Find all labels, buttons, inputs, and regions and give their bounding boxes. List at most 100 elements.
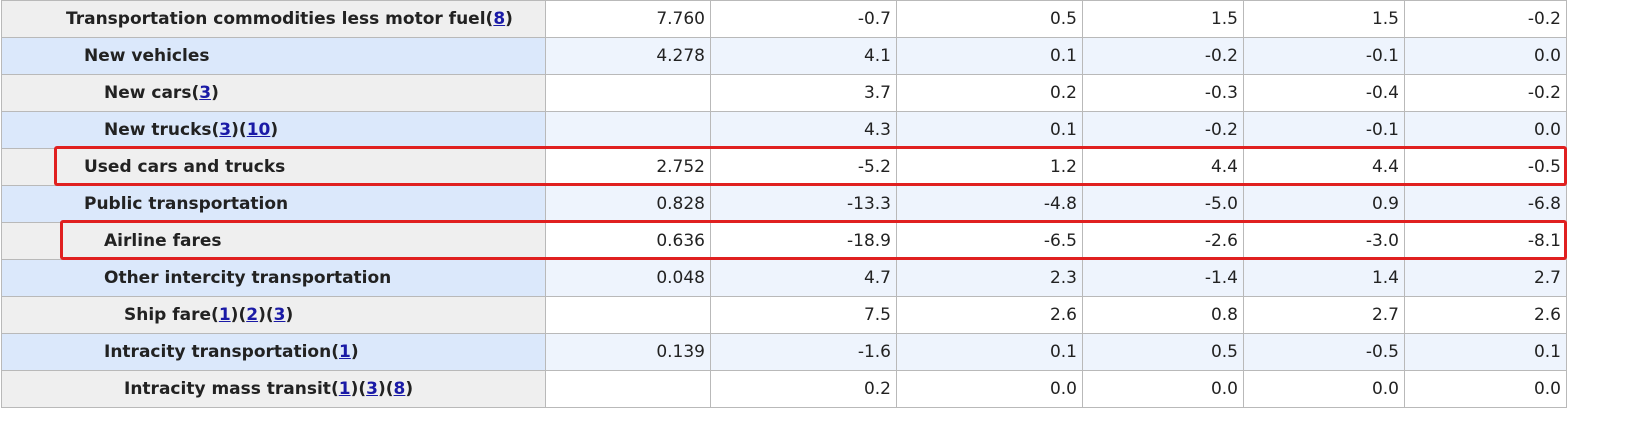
value-cell: 0.5	[896, 0, 1083, 38]
value-cell: -0.1	[1243, 37, 1405, 75]
footnote-link[interactable]: 1	[339, 342, 351, 362]
row-label-cell: Used cars and trucks	[1, 148, 546, 186]
footnote-link[interactable]: 1	[218, 305, 231, 325]
value-cell: -0.2	[1404, 74, 1567, 112]
value-cell: -0.2	[1082, 111, 1244, 149]
value-cell: 1.4	[1243, 259, 1405, 297]
footnote-link[interactable]: 3	[219, 120, 232, 140]
row-label: New cars	[104, 83, 192, 103]
weight-cell: 7.760	[545, 0, 711, 38]
weight-cell: 0.139	[545, 333, 711, 371]
row-label-cell: Airline fares	[1, 222, 546, 260]
footnote: 10	[239, 120, 278, 140]
footnote-link[interactable]: 2	[246, 305, 259, 325]
value-cell: 4.3	[710, 111, 897, 149]
weight-cell	[545, 370, 711, 408]
table-row: Intracity mass transit1380.20.00.00.00.0	[1, 370, 1567, 408]
value-cell: -2.6	[1082, 222, 1244, 260]
value-cell: 0.2	[710, 370, 897, 408]
table-row: Ship fare1237.52.60.82.72.6	[1, 296, 1567, 334]
row-label: Public transportation	[84, 194, 289, 214]
value-cell: 7.5	[710, 296, 897, 334]
table-row: Other intercity transportation 0.048 4.7 2.…	[1, 259, 1567, 297]
footnote-link[interactable]: 10	[246, 120, 271, 140]
footnote-link[interactable]: 3	[273, 305, 286, 325]
footnote: 1	[331, 342, 358, 362]
row-label: Intracity mass transit	[124, 379, 331, 399]
table-row: Used cars and trucks 2.752 -5.2 1.2 4.4 4.4 -0…	[1, 148, 1567, 186]
row-label-cell: Other intercity transportation	[1, 259, 546, 297]
value-cell: 2.3	[896, 259, 1083, 297]
value-cell: -1.4	[1082, 259, 1244, 297]
value-cell: -0.5	[1404, 148, 1567, 186]
value-cell: 0.0	[1404, 37, 1567, 75]
value-cell: -0.4	[1243, 74, 1405, 112]
value-cell: -6.8	[1404, 185, 1567, 223]
row-label: Airline fares	[104, 231, 222, 251]
value-cell: -0.1	[1243, 111, 1405, 149]
value-cell: -18.9	[710, 222, 897, 260]
table-row: Airline fares 0.636 -18.9 -6.5 -2.6 -3.0 -8.1	[1, 222, 1567, 260]
value-cell: 1.5	[1243, 0, 1405, 38]
value-cell: 0.0	[896, 370, 1083, 408]
footnote-link[interactable]: 1	[338, 379, 351, 399]
table-row: Intracity transportation10.139-1.60.10.5…	[1, 333, 1567, 371]
value-cell: -0.7	[710, 0, 897, 38]
value-cell: 1.5	[1082, 0, 1244, 38]
value-cell: 0.0	[1243, 370, 1405, 408]
footnote: 1	[211, 305, 238, 325]
row-label: New trucks	[104, 120, 212, 140]
value-cell: 4.4	[1082, 148, 1244, 186]
value-cell: 4.1	[710, 37, 897, 75]
row-label-cell: New vehicles	[1, 37, 546, 75]
value-cell: -5.2	[710, 148, 897, 186]
value-cell: 0.1	[1404, 333, 1567, 371]
row-label-cell: Intracity transportation 1	[1, 333, 546, 371]
row-label-cell: Public transportation	[1, 185, 546, 223]
value-cell: -8.1	[1404, 222, 1567, 260]
row-label: New vehicles	[84, 46, 210, 66]
footnote-link[interactable]: 3	[199, 83, 212, 103]
value-cell: 0.1	[896, 111, 1083, 149]
value-cell: 0.0	[1404, 111, 1567, 149]
row-label: Intracity transportation	[104, 342, 332, 362]
footnote-link[interactable]: 3	[366, 379, 378, 399]
data-table: Transportation commodities less motor fu…	[1, 0, 1567, 408]
weight-cell: 4.278	[545, 37, 711, 75]
weight-cell: 0.828	[545, 185, 711, 223]
row-label: Transportation commodities less motor fu…	[66, 9, 486, 29]
row-label: Ship fare	[124, 305, 212, 325]
value-cell: 0.5	[1082, 333, 1244, 371]
footnote: 3	[191, 83, 218, 103]
value-cell: 0.1	[896, 37, 1083, 75]
value-cell: -6.5	[896, 222, 1083, 260]
weight-cell	[545, 111, 711, 149]
value-cell: 0.2	[896, 74, 1083, 112]
row-label-cell: New trucks 3 10	[1, 111, 546, 149]
weight-cell	[545, 74, 711, 112]
footnote: 8	[386, 379, 413, 399]
footnote: 3	[212, 120, 239, 140]
table-row: New cars 3 3.70.2-0.3-0.4-0.2	[1, 74, 1567, 112]
row-label: Other intercity transportation	[104, 268, 392, 288]
footnote-link[interactable]: 8	[493, 9, 506, 29]
value-cell: 0.0	[1404, 370, 1567, 408]
footnote-link[interactable]: 8	[393, 379, 406, 399]
footnote: 3	[358, 379, 385, 399]
table-row: New trucks 3 10 4.30.1-0.2-0.10.0	[1, 111, 1567, 149]
row-label: Used cars and trucks	[84, 157, 286, 177]
table-row: Public transportation 0.828 -13.3 -4.8 -5.0 0…	[1, 185, 1567, 223]
row-label-cell: Ship fare 123	[1, 296, 546, 334]
value-cell: 0.8	[1082, 296, 1244, 334]
value-cell: 1.2	[896, 148, 1083, 186]
value-cell: 2.7	[1404, 259, 1567, 297]
row-label-cell: Intracity mass transit 138	[1, 370, 546, 408]
value-cell: -13.3	[710, 185, 897, 223]
value-cell: 2.6	[1404, 296, 1567, 334]
value-cell: 0.9	[1243, 185, 1405, 223]
value-cell: 0.1	[896, 333, 1083, 371]
value-cell: -1.6	[710, 333, 897, 371]
value-cell: -3.0	[1243, 222, 1405, 260]
value-cell: -4.8	[896, 185, 1083, 223]
